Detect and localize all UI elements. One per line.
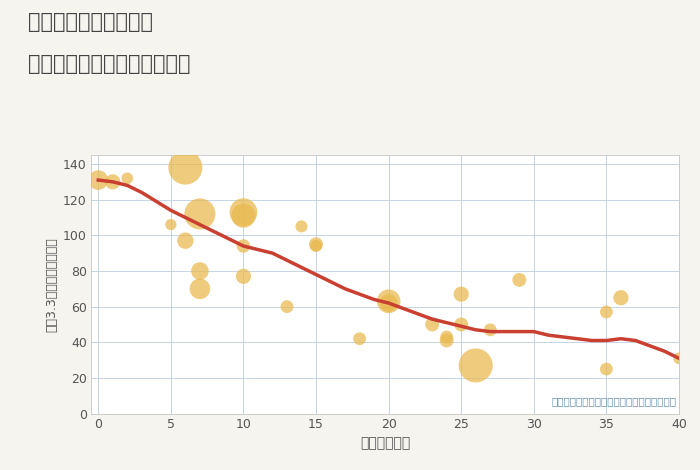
Point	[484, 326, 496, 334]
Point	[673, 354, 685, 362]
Point	[615, 294, 626, 301]
Point	[238, 273, 249, 280]
Point	[122, 174, 133, 182]
Point	[238, 242, 249, 250]
Point	[107, 178, 118, 186]
Point	[180, 237, 191, 244]
Point	[281, 303, 293, 310]
Text: 築年数別中古マンション価格: 築年数別中古マンション価格	[28, 54, 190, 74]
Point	[601, 365, 612, 373]
Point	[238, 208, 249, 216]
Text: 奈良県奈良市二条町の: 奈良県奈良市二条町の	[28, 12, 153, 32]
Point	[180, 164, 191, 172]
Point	[383, 298, 394, 305]
Point	[456, 290, 467, 298]
Point	[92, 176, 104, 184]
Point	[195, 210, 206, 218]
Point	[310, 241, 321, 248]
Point	[456, 321, 467, 328]
Y-axis label: 坪（3.3㎡）単価（万円）: 坪（3.3㎡）単価（万円）	[46, 237, 59, 332]
X-axis label: 築年数（年）: 築年数（年）	[360, 436, 410, 450]
Point	[354, 335, 365, 343]
Point	[195, 285, 206, 292]
Point	[441, 337, 452, 344]
Text: 円の大きさは、取引のあった物件面積を示す: 円の大きさは、取引のあった物件面積を示す	[551, 396, 676, 406]
Point	[601, 308, 612, 316]
Point	[441, 333, 452, 341]
Point	[296, 223, 307, 230]
Point	[470, 362, 482, 369]
Point	[514, 276, 525, 284]
Point	[310, 242, 321, 250]
Point	[383, 299, 394, 307]
Point	[195, 267, 206, 275]
Point	[426, 321, 438, 328]
Point	[165, 221, 176, 228]
Point	[238, 212, 249, 219]
